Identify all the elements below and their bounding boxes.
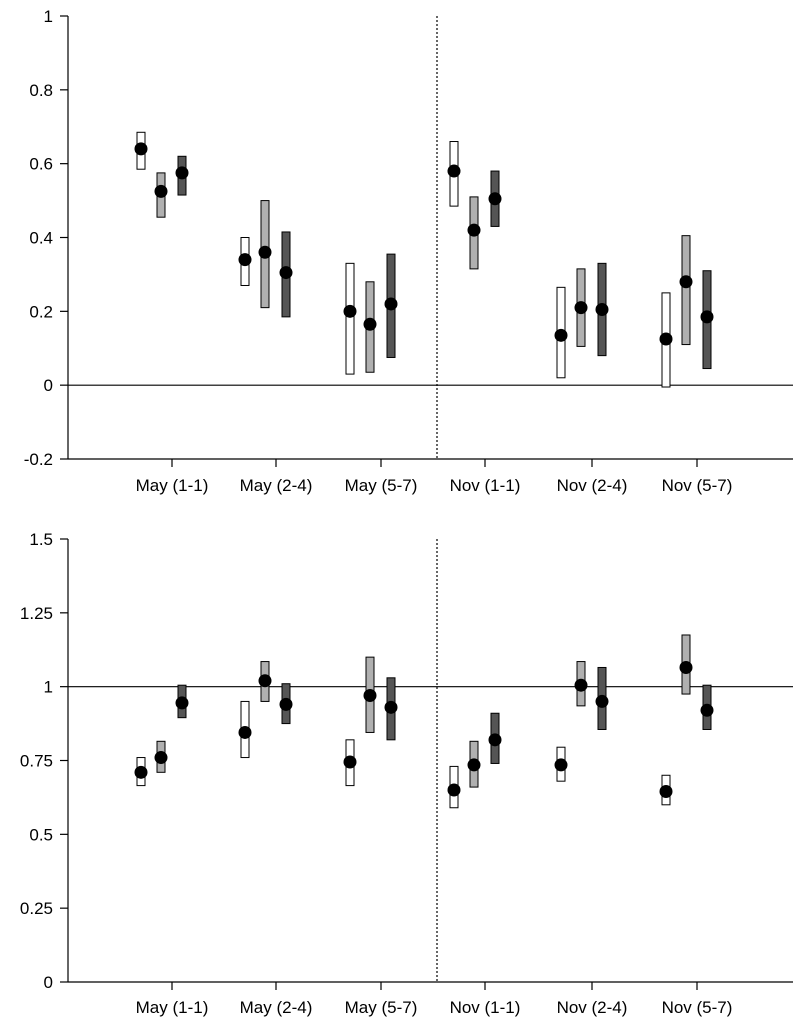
data-point — [154, 751, 168, 765]
data-point — [343, 304, 357, 318]
data-point — [554, 758, 568, 772]
data-point — [679, 660, 693, 674]
data-point — [238, 725, 252, 739]
data-point — [659, 332, 673, 346]
data-point — [279, 697, 293, 711]
data-point — [384, 297, 398, 311]
data-point — [574, 678, 588, 692]
x-tick-label: May (1-1) — [136, 998, 209, 1017]
bottom-chart: 0 0.25 0.5 0.75 1 1.25 1.5 May (1-1) May (2-4) Ma… — [20, 530, 793, 1017]
y-tick-label: 1.25 — [20, 604, 53, 623]
data-point — [488, 733, 502, 747]
x-tick-label: Nov (2-4) — [557, 476, 628, 495]
y-tick-label: 0.75 — [20, 752, 53, 771]
data-point — [574, 301, 588, 315]
x-tick-label: May (1-1) — [136, 476, 209, 495]
data-point — [554, 328, 568, 342]
data-point — [134, 142, 148, 156]
data-point — [467, 758, 481, 772]
data-point — [154, 184, 168, 198]
data-point — [679, 275, 693, 289]
data-point — [659, 785, 673, 799]
data-point — [363, 317, 377, 331]
ci-bar — [681, 235, 691, 346]
x-tick-label: Nov (1-1) — [450, 998, 521, 1017]
top-chart: -0.2 0 0.2 0.4 0.6 0.8 1 May (1-1) May (2-4) May … — [24, 7, 793, 495]
data-point — [595, 302, 609, 316]
data-point — [175, 166, 189, 180]
y-tick-label: -0.2 — [24, 450, 53, 469]
y-tick-label: 0.2 — [29, 302, 53, 321]
y-tick-label: 0 — [44, 376, 53, 395]
data-point — [447, 783, 461, 797]
data-point — [238, 253, 252, 267]
data-point — [134, 765, 148, 779]
y-tick-label: 0.8 — [29, 81, 53, 100]
y-tick-label: 1 — [44, 7, 53, 26]
data-point — [467, 223, 481, 237]
x-tick-label: May (2-4) — [240, 998, 313, 1017]
data-point — [175, 696, 189, 710]
data-point — [700, 703, 714, 717]
data-point — [700, 310, 714, 324]
x-tick-label: May (5-7) — [345, 476, 418, 495]
data-point — [363, 689, 377, 703]
data-point — [343, 755, 357, 769]
x-tick-label: Nov (5-7) — [662, 998, 733, 1017]
ci-bar — [345, 262, 355, 375]
data-point — [384, 700, 398, 714]
data-point — [488, 192, 502, 206]
data-point — [279, 266, 293, 280]
y-tick-label: 0.6 — [29, 155, 53, 174]
x-tick-label: May (5-7) — [345, 998, 418, 1017]
data-point — [447, 164, 461, 178]
x-tick-label: Nov (2-4) — [557, 998, 628, 1017]
y-tick-label: 0.4 — [29, 229, 53, 248]
x-tick-label: Nov (5-7) — [662, 476, 733, 495]
data-point — [258, 245, 272, 259]
y-tick-label: 0 — [44, 973, 53, 992]
y-tick-label: 1 — [44, 678, 53, 697]
y-tick-label: 0.5 — [29, 825, 53, 844]
data-point — [595, 694, 609, 708]
data-point — [258, 674, 272, 688]
x-tick-label: Nov (1-1) — [450, 476, 521, 495]
y-tick-label: 0.25 — [20, 899, 53, 918]
y-tick-label: 1.5 — [29, 530, 53, 549]
x-tick-label: May (2-4) — [240, 476, 313, 495]
